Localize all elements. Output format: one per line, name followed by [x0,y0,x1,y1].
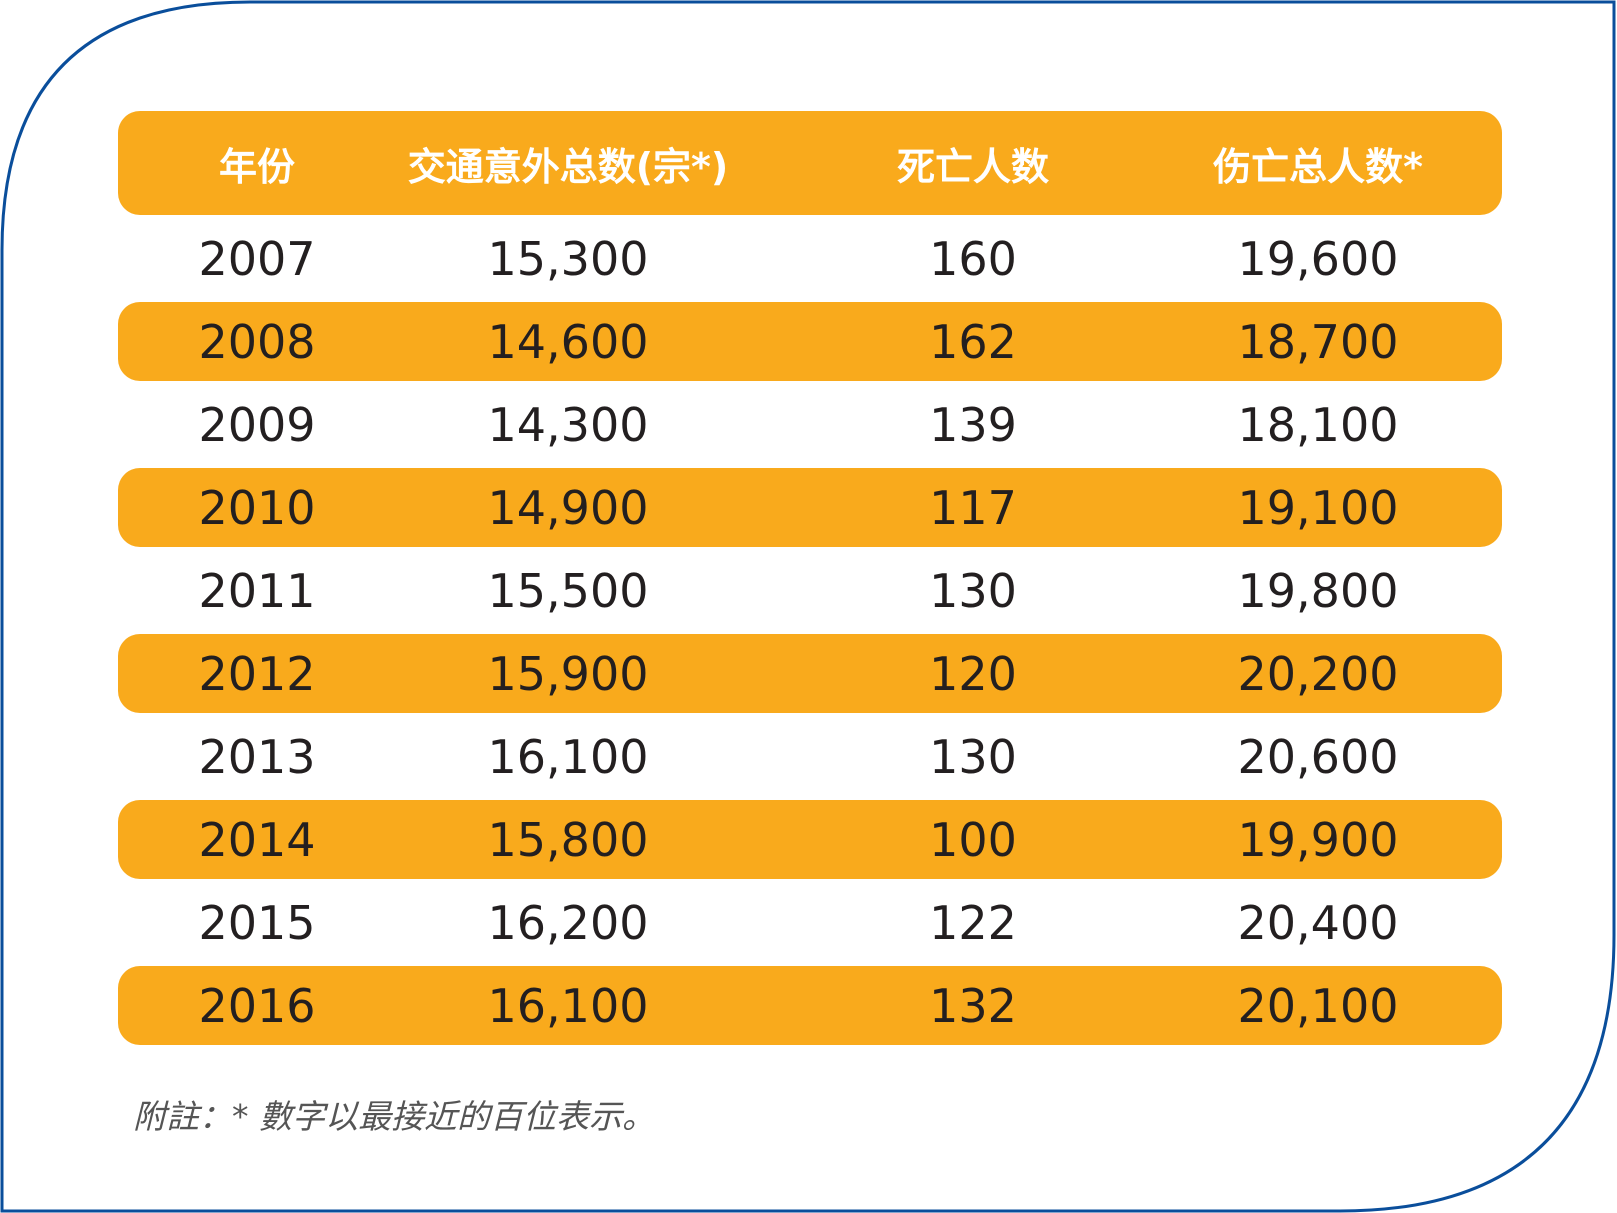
cell-deaths: 160 [929,231,1017,286]
header-accidents: 交通意外总数(宗*) [407,144,729,189]
cell-deaths: 130 [929,729,1017,784]
table-row: 2009 14,300 139 18,100 [118,385,1502,464]
cell-year: 2007 [198,231,316,286]
cell-casualties: 20,600 [1237,729,1399,784]
cell-year: 2013 [198,729,316,784]
cell-casualties: 18,100 [1237,397,1399,452]
cell-deaths: 130 [929,563,1017,618]
cell-year: 2012 [198,646,316,701]
cell-deaths: 139 [929,397,1017,452]
cell-accidents: 15,500 [487,563,649,618]
cell-year: 2016 [198,978,316,1033]
header-casualties: 伤亡总人数* [1213,144,1423,189]
table-row: 2011 15,500 130 19,800 [118,551,1502,630]
cell-accidents: 14,900 [487,480,649,535]
table-row: 2016 16,100 132 20,100 [118,966,1502,1045]
table-row: 2008 14,600 162 18,700 [118,302,1502,381]
cell-accidents: 16,100 [487,978,649,1033]
header-deaths: 死亡人数 [896,144,1049,189]
cell-casualties: 20,100 [1237,978,1399,1033]
footnote: 附註：* 數字以最接近的百位表示。 [133,1097,655,1136]
cell-year: 2009 [198,397,316,452]
table-row: 2012 15,900 120 20,200 [118,634,1502,713]
table-header-row: 年份 交通意外总数(宗*) 死亡人数 伤亡总人数* [118,111,1502,215]
cell-accidents: 15,300 [487,231,649,286]
cell-year: 2011 [198,563,316,618]
cell-casualties: 18,700 [1237,314,1399,369]
cell-accidents: 15,800 [487,812,649,867]
header-year: 年份 [218,144,295,189]
cell-deaths: 117 [929,480,1017,535]
table-row: 2010 14,900 117 19,100 [118,468,1502,547]
accident-table: 年份 交通意外总数(宗*) 死亡人数 伤亡总人数* 2007 15,300 16… [118,111,1502,1045]
cell-year: 2008 [198,314,316,369]
cell-casualties: 19,600 [1237,231,1399,286]
cell-year: 2014 [198,812,316,867]
cell-accidents: 16,200 [487,895,649,950]
cell-casualties: 19,900 [1237,812,1399,867]
cell-casualties: 20,200 [1237,646,1399,701]
cell-accidents: 15,900 [487,646,649,701]
cell-year: 2015 [198,895,316,950]
cell-deaths: 120 [929,646,1017,701]
cell-year: 2010 [198,480,316,535]
cell-accidents: 14,600 [487,314,649,369]
table-row: 2013 16,100 130 20,600 [118,717,1502,796]
table-row: 2007 15,300 160 19,600 [118,219,1502,298]
cell-accidents: 14,300 [487,397,649,452]
cell-accidents: 16,100 [487,729,649,784]
cell-deaths: 100 [929,812,1017,867]
cell-casualties: 19,800 [1237,563,1399,618]
cell-deaths: 122 [929,895,1017,950]
table-row: 2014 15,800 100 19,900 [118,800,1502,879]
cell-casualties: 20,400 [1237,895,1399,950]
cell-casualties: 19,100 [1237,480,1399,535]
cell-deaths: 162 [929,314,1017,369]
table-row: 2015 16,200 122 20,400 [118,883,1502,962]
cell-deaths: 132 [929,978,1017,1033]
